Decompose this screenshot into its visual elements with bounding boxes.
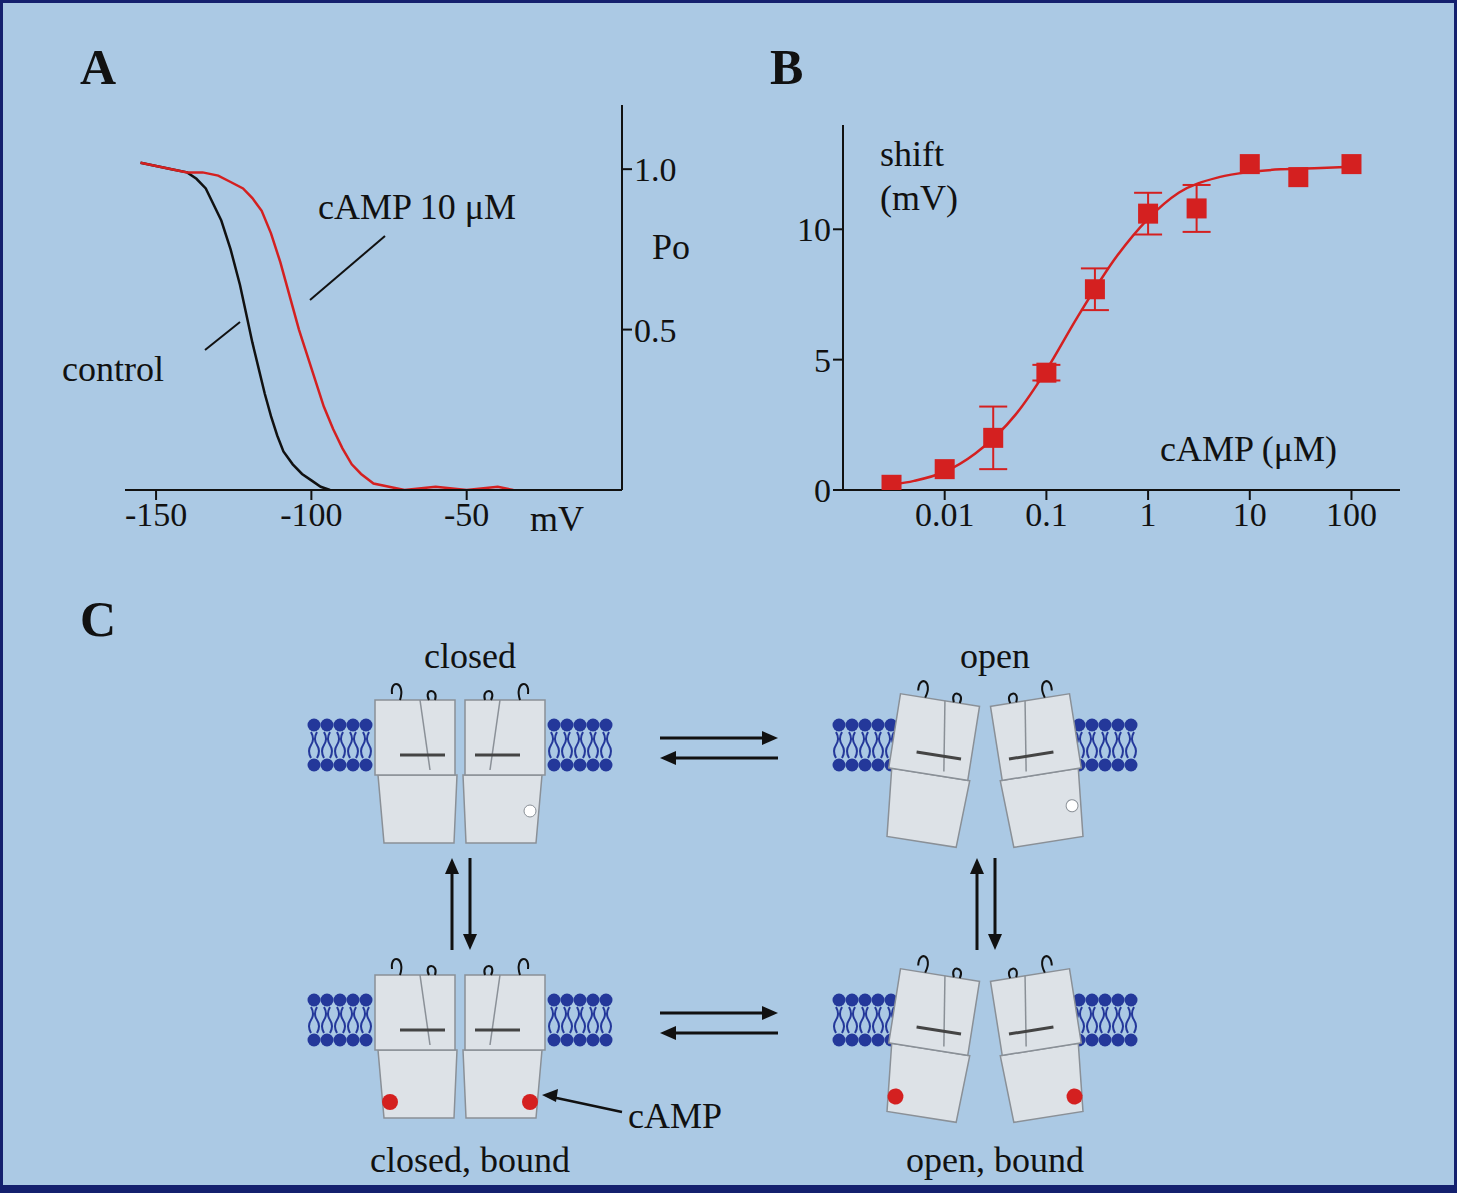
html-text:B: B [770,39,804,95]
html-text:C: C [80,591,117,647]
svg-text:-150: -150 [125,496,187,533]
svg-text:0.5: 0.5 [634,312,677,349]
svg-text:-100: -100 [280,496,342,533]
html-text:cAMP 10 μM: cAMP 10 μM [318,187,516,227]
html-text:Po: Po [652,227,690,267]
svg-text:-50: -50 [444,496,489,533]
html-text:cAMP (μM): cAMP (μM) [1160,429,1337,469]
html-text:mV: mV [530,499,584,539]
svg-text:100: 100 [1326,496,1377,533]
svg-text:cAMP: cAMP [628,1096,722,1136]
svg-text:closed, bound: closed, bound [370,1140,570,1180]
svg-text:0.01: 0.01 [915,496,975,533]
svg-text:0.1: 0.1 [1025,496,1068,533]
svg-text:5: 5 [814,342,831,379]
html-text:shift (mV): shift (mV) [880,134,958,218]
html-text:A: A [80,39,117,95]
svg-text:0: 0 [814,472,831,509]
svg-text:1.0: 1.0 [634,151,677,188]
svg-text:open, bound: open, bound [906,1140,1084,1180]
svg-text:open: open [960,636,1030,676]
svg-text:closed: closed [424,636,516,676]
svg-text:10: 10 [1233,496,1267,533]
svg-text:1: 1 [1140,496,1157,533]
svg-text:10: 10 [797,211,831,248]
html-text:control: control [62,349,164,389]
